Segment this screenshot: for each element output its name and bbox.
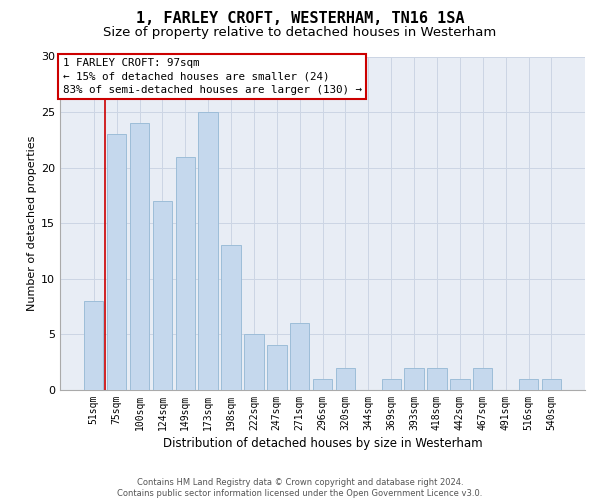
Bar bbox=[542, 379, 561, 390]
Bar bbox=[152, 201, 172, 390]
Bar bbox=[176, 156, 195, 390]
Bar bbox=[199, 112, 218, 390]
Bar bbox=[519, 379, 538, 390]
Bar bbox=[336, 368, 355, 390]
Bar bbox=[244, 334, 263, 390]
Bar bbox=[450, 379, 470, 390]
Bar bbox=[404, 368, 424, 390]
Bar bbox=[382, 379, 401, 390]
Bar bbox=[107, 134, 127, 390]
Bar bbox=[84, 301, 103, 390]
Bar bbox=[473, 368, 493, 390]
Text: 1 FARLEY CROFT: 97sqm
← 15% of detached houses are smaller (24)
83% of semi-deta: 1 FARLEY CROFT: 97sqm ← 15% of detached … bbox=[63, 58, 362, 94]
X-axis label: Distribution of detached houses by size in Westerham: Distribution of detached houses by size … bbox=[163, 437, 482, 450]
Bar bbox=[267, 346, 287, 390]
Text: Size of property relative to detached houses in Westerham: Size of property relative to detached ho… bbox=[103, 26, 497, 39]
Bar bbox=[313, 379, 332, 390]
Bar bbox=[130, 123, 149, 390]
Text: 1, FARLEY CROFT, WESTERHAM, TN16 1SA: 1, FARLEY CROFT, WESTERHAM, TN16 1SA bbox=[136, 11, 464, 26]
Y-axis label: Number of detached properties: Number of detached properties bbox=[27, 136, 37, 311]
Bar bbox=[290, 324, 310, 390]
Text: Contains HM Land Registry data © Crown copyright and database right 2024.
Contai: Contains HM Land Registry data © Crown c… bbox=[118, 478, 482, 498]
Bar bbox=[427, 368, 447, 390]
Bar bbox=[221, 246, 241, 390]
